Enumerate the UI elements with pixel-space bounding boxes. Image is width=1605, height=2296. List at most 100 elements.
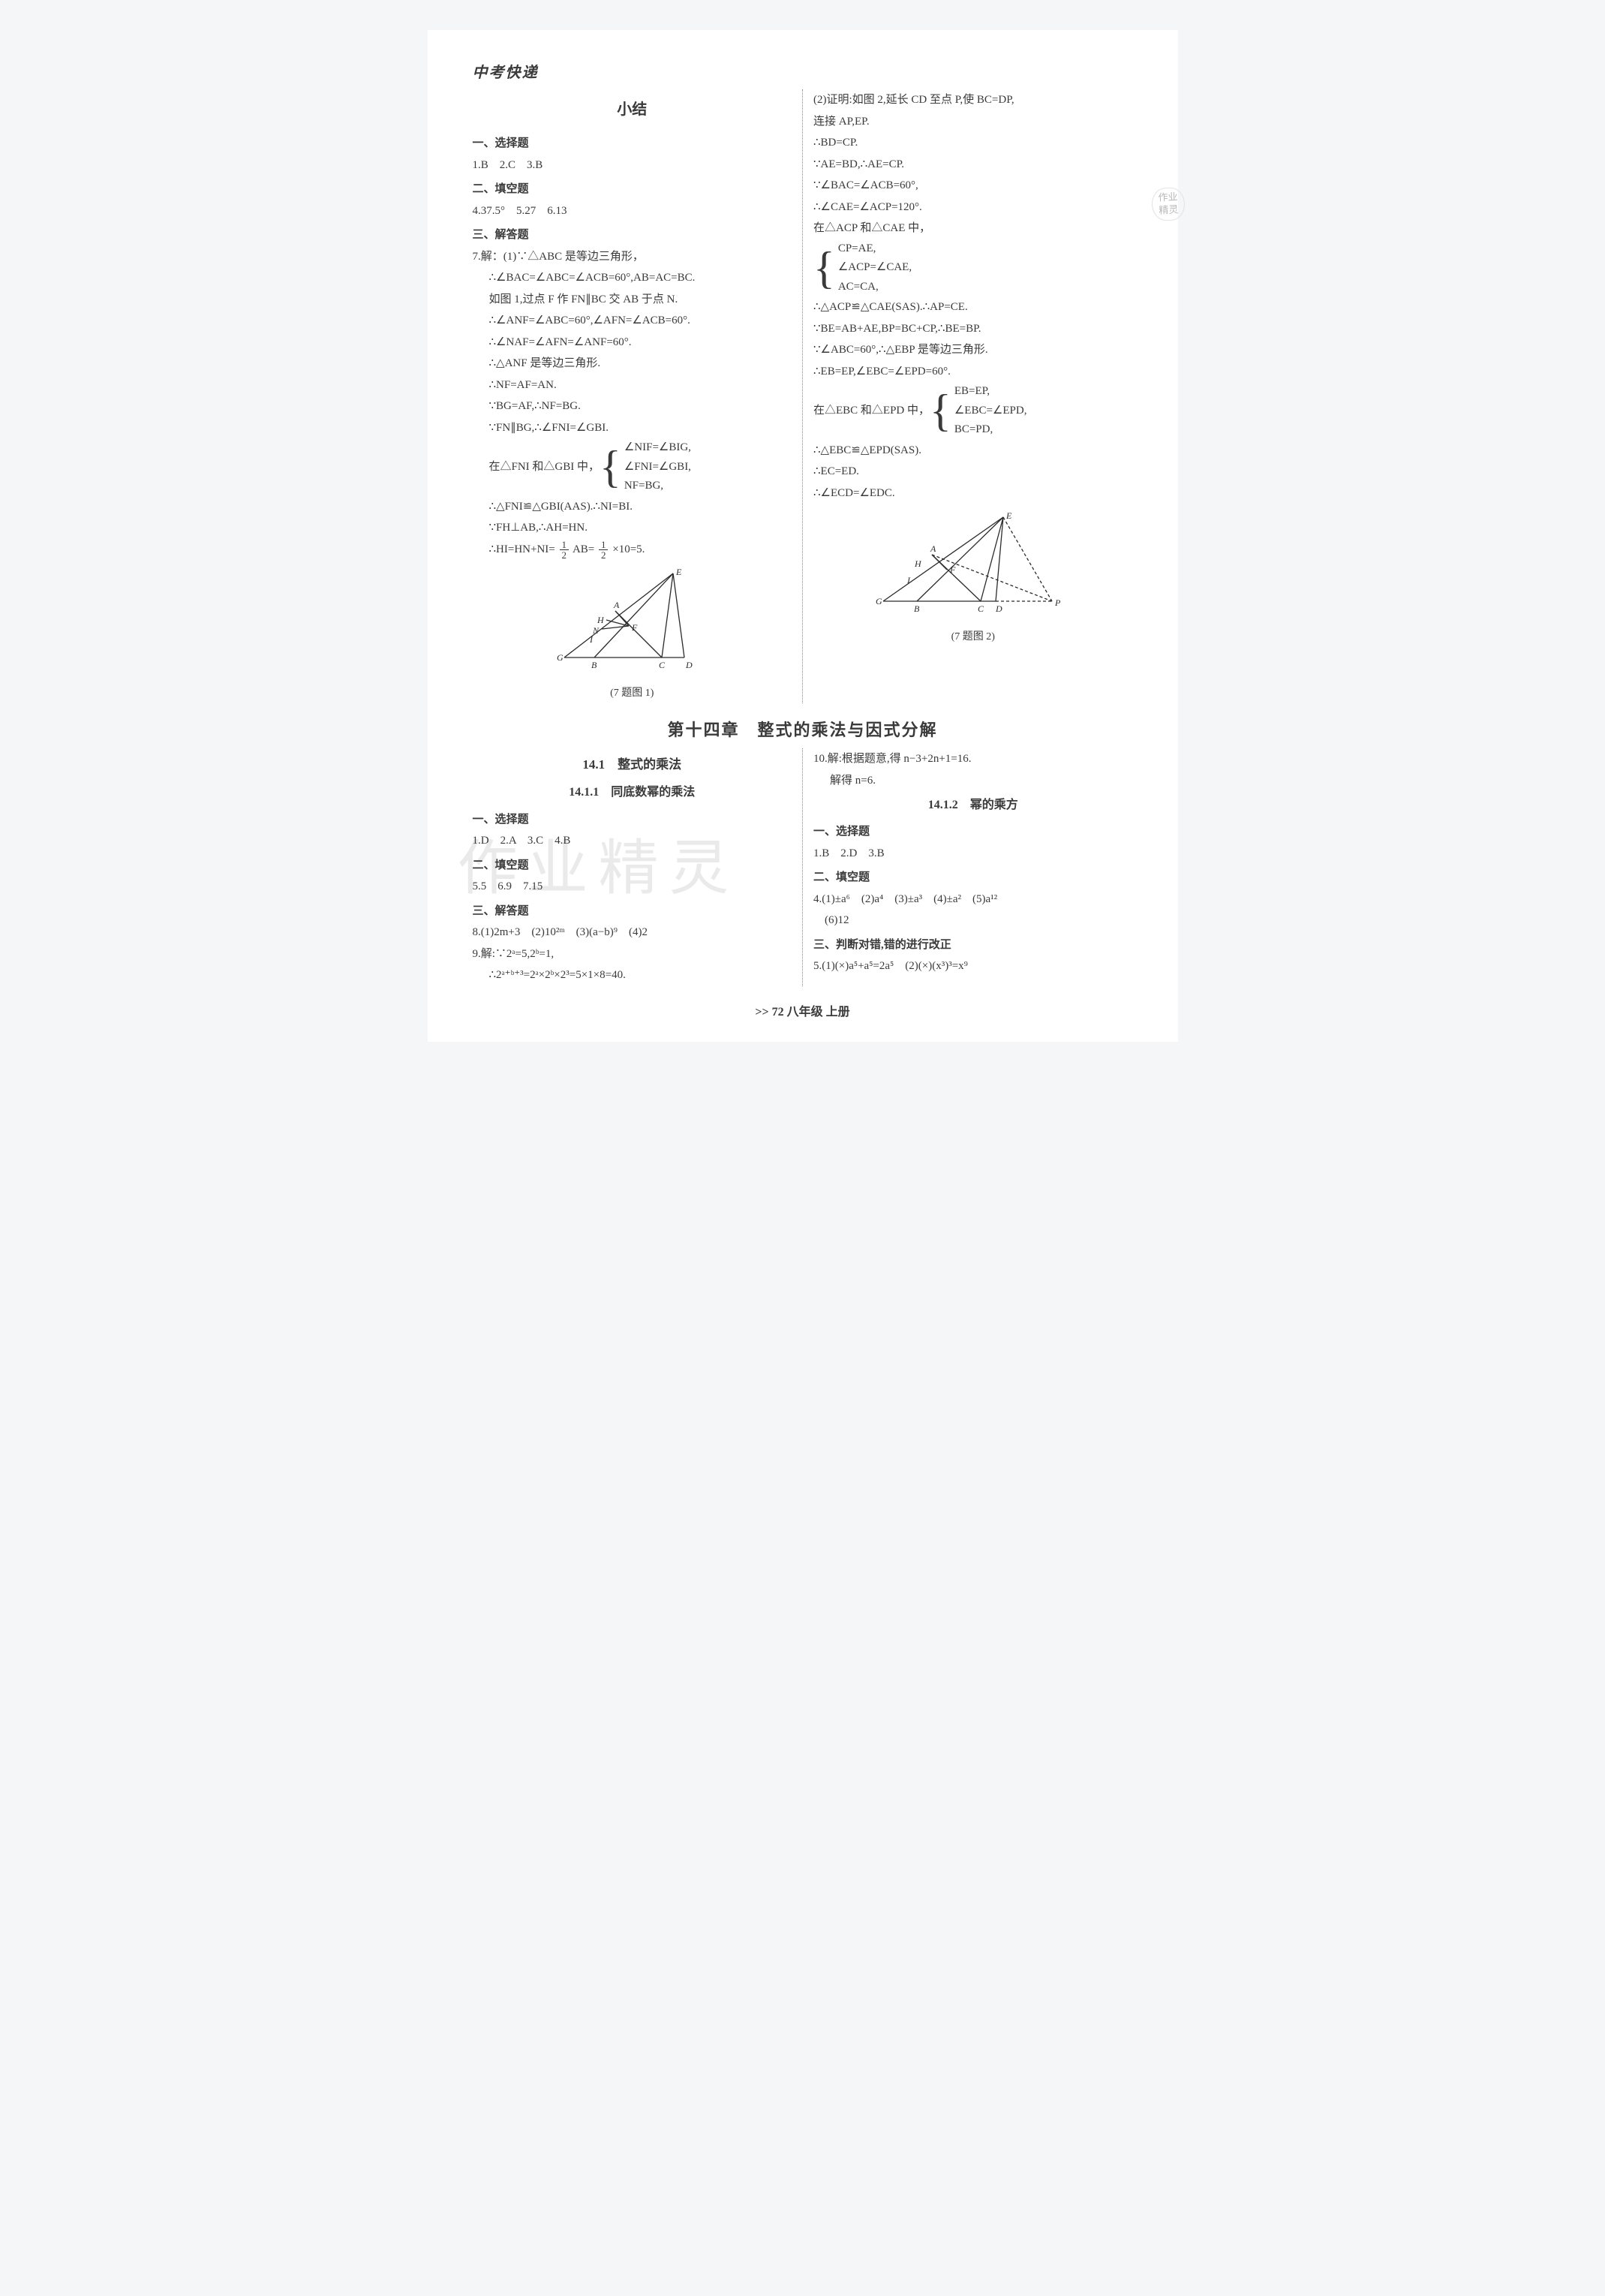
left-brace-icon: { — [813, 248, 835, 288]
proof-line: ∴△FNI≌△GBI(AAS).∴NI=BI. — [473, 496, 792, 518]
proof-line: ∵∠ABC=60°,∴△EBP 是等边三角形. — [813, 339, 1133, 361]
lower-right-column: 10.解:根据题意,得 n−3+2n+1=16. 解得 n=6. 14.1.2 … — [803, 748, 1133, 986]
lower-columns: 14.1 整式的乘法 14.1.1 同底数幂的乘法 一、选择题 1.D 2.A … — [473, 748, 1133, 986]
svg-text:I: I — [906, 575, 911, 585]
section-14-1-2: 14.1.2 幂的乘方 — [813, 794, 1133, 817]
brace-line: CP=AE, — [838, 239, 912, 259]
triangle-diagram-1: GBCDEAHNIF — [557, 567, 707, 673]
brace-prefix: 在△FNI 和△GBI 中， — [489, 456, 600, 478]
svg-text:B: B — [914, 603, 920, 614]
answers-fill: 5.5 6.9 7.15 — [473, 876, 792, 898]
proof-line: 连接 AP,EP. — [813, 111, 1133, 133]
proof-line: ∴NF=AF=AN. — [473, 375, 792, 396]
svg-text:E: E — [675, 567, 682, 577]
q10b: 解得 n=6. — [813, 770, 1133, 792]
brace-line: ∠NIF=∠BIG, — [624, 438, 691, 458]
fraction: 12 — [599, 540, 609, 560]
proof-line: ∴EB=EP,∠EBC=∠EPD=60°. — [813, 361, 1133, 383]
q5: 5.(1)(×)a⁵+a⁵=2a⁵ (2)(×)(x³)³=x⁹ — [813, 955, 1133, 977]
left-brace-icon: { — [930, 390, 951, 431]
answers-choice: 1.D 2.A 3.C 4.B — [473, 830, 792, 852]
proof-line: ∵BG=AF,∴NF=BG. — [473, 396, 792, 417]
heading-choice: 一、选择题 — [813, 821, 1133, 843]
frac-post: ×10=5. — [612, 543, 645, 555]
triangle-diagram-2: GBCDPEAHIF — [876, 511, 1071, 616]
svg-text:F: F — [631, 622, 638, 633]
proof-line: ∵FH⊥AB,∴AH=HN. — [473, 517, 792, 539]
svg-text:H: H — [914, 558, 922, 569]
q9b: ∴2ᵃ⁺ᵇ⁺³=2ᵃ×2ᵇ×2³=5×1×8=40. — [473, 964, 792, 986]
brace-system: 在△FNI 和△GBI 中， { ∠NIF=∠BIG, ∠FNI=∠GBI, N… — [489, 438, 792, 496]
frac-mid: AB= — [573, 543, 594, 555]
brace-line: EB=EP, — [954, 382, 1027, 402]
brace-line: ∠ACP=∠CAE, — [838, 258, 912, 278]
q7-intro: 7.解：(1)∵△ABC 是等边三角形， — [473, 246, 792, 268]
summary-title: 小结 — [473, 95, 792, 124]
answers-choice: 1.B 2.D 3.B — [813, 843, 1133, 865]
brace-lines: ∠NIF=∠BIG, ∠FNI=∠GBI, NF=BG, — [624, 438, 691, 496]
svg-text:D: D — [685, 660, 693, 670]
heading-fill: 二、填空题 — [473, 855, 792, 877]
svg-text:E: E — [1005, 511, 1012, 521]
lower-left-column: 14.1 整式的乘法 14.1.1 同底数幂的乘法 一、选择题 1.D 2.A … — [473, 748, 804, 986]
svg-text:C: C — [978, 603, 984, 614]
fraction: 12 — [560, 540, 570, 560]
proof-line: ∴∠ANF=∠ABC=60°,∠AFN=∠ACB=60°. — [473, 310, 792, 332]
chapter-title: 第十四章 整式的乘法与因式分解 — [473, 717, 1133, 741]
answers-choice: 1.B 2.C 3.B — [473, 155, 792, 176]
figure-2: GBCDPEAHIF — [813, 511, 1133, 624]
svg-text:G: G — [876, 596, 882, 606]
svg-text:C: C — [659, 660, 666, 670]
proof-line: ∴∠CAE=∠ACP=120°. — [813, 197, 1133, 218]
book-series-title: 中考快递 — [473, 60, 1133, 82]
q10a: 10.解:根据题意,得 n−3+2n+1=16. — [813, 748, 1133, 770]
proof-line: ∵BE=AB+AE,BP=BC+CP,∴BE=BP. — [813, 318, 1133, 340]
svg-text:P: P — [1054, 597, 1061, 608]
stamp-line1: 作业 — [1159, 191, 1179, 204]
answers-fill: 4.37.5° 5.27 6.13 — [473, 200, 792, 222]
brace-line: BC=PD, — [954, 420, 1027, 440]
page: 作业精灵 作业 精灵 中考快递 小结 一、选择题 1.B 2.C 3.B 二、填… — [428, 30, 1178, 1042]
brace-lines: CP=AE, ∠ACP=∠CAE, AC=CA, — [838, 239, 912, 297]
heading-fill: 二、填空题 — [813, 867, 1133, 889]
section-14-1-1: 14.1.1 同底数幂的乘法 — [473, 781, 792, 804]
heading-solve: 三、解答题 — [473, 224, 792, 246]
proof-line: ∴△EBC≌△EPD(SAS). — [813, 440, 1133, 462]
figure-1-caption: (7 题图 1) — [473, 684, 792, 704]
stamp-line2: 精灵 — [1159, 203, 1180, 217]
brace-line: AC=CA, — [838, 278, 912, 297]
heading-judge: 三、判断对错,错的进行改正 — [813, 934, 1133, 956]
svg-text:A: A — [930, 543, 936, 554]
proof-line-frac: ∴HI=HN+NI= 12 AB= 12 ×10=5. — [473, 539, 792, 561]
figure-1: GBCDEAHNIF — [473, 567, 792, 681]
brace-prefix: 在△EBC 和△EPD 中， — [813, 400, 930, 422]
proof-line: ∵AE=BD,∴AE=CP. — [813, 154, 1133, 176]
heading-choice: 一、选择题 — [473, 809, 792, 831]
page-footer: >> 72 八年级 上册 — [473, 1001, 1133, 1019]
q9a: 9.解:∵2ᵃ=5,2ᵇ=1, — [473, 943, 792, 965]
proof-line: ∴BD=CP. — [813, 132, 1133, 154]
proof-line: ∴∠NAF=∠AFN=∠ANF=60°. — [473, 332, 792, 354]
stamp: 作业 精灵 — [1151, 187, 1186, 221]
brace-system: 在△EBC 和△EPD 中， { EB=EP, ∠EBC=∠EPD, BC=PD… — [813, 382, 1133, 440]
svg-text:B: B — [591, 660, 597, 670]
brace-line: ∠EBC=∠EPD, — [954, 402, 1027, 421]
svg-text:G: G — [557, 652, 564, 663]
left-brace-icon: { — [600, 447, 621, 487]
proof-line: ∴∠ECD=∠EDC. — [813, 483, 1133, 504]
upper-columns: 小结 一、选择题 1.B 2.C 3.B 二、填空题 4.37.5° 5.27 … — [473, 89, 1133, 703]
proof-line: 在△ACP 和△CAE 中， — [813, 218, 1133, 239]
heading-choice: 一、选择题 — [473, 133, 792, 155]
answers-fill: 4.(1)±a⁶ (2)a⁴ (3)±a³ (4)±a² (5)a¹² — [813, 889, 1133, 910]
svg-text:H: H — [597, 615, 605, 625]
frac-pre: ∴HI=HN+NI= — [489, 543, 555, 555]
proof-line: ∴EC=ED. — [813, 461, 1133, 483]
proof-line: (2)证明:如图 2,延长 CD 至点 P,使 BC=DP, — [813, 89, 1133, 111]
heading-fill: 二、填空题 — [473, 179, 792, 200]
upper-right-column: (2)证明:如图 2,延长 CD 至点 P,使 BC=DP, 连接 AP,EP.… — [803, 89, 1133, 703]
brace-line: NF=BG, — [624, 477, 691, 496]
proof-line: ∴△ACP≌△CAE(SAS).∴AP=CE. — [813, 296, 1133, 318]
svg-text:F: F — [949, 564, 956, 575]
svg-text:A: A — [613, 600, 620, 610]
answers-fill-cont: (6)12 — [813, 910, 1133, 931]
